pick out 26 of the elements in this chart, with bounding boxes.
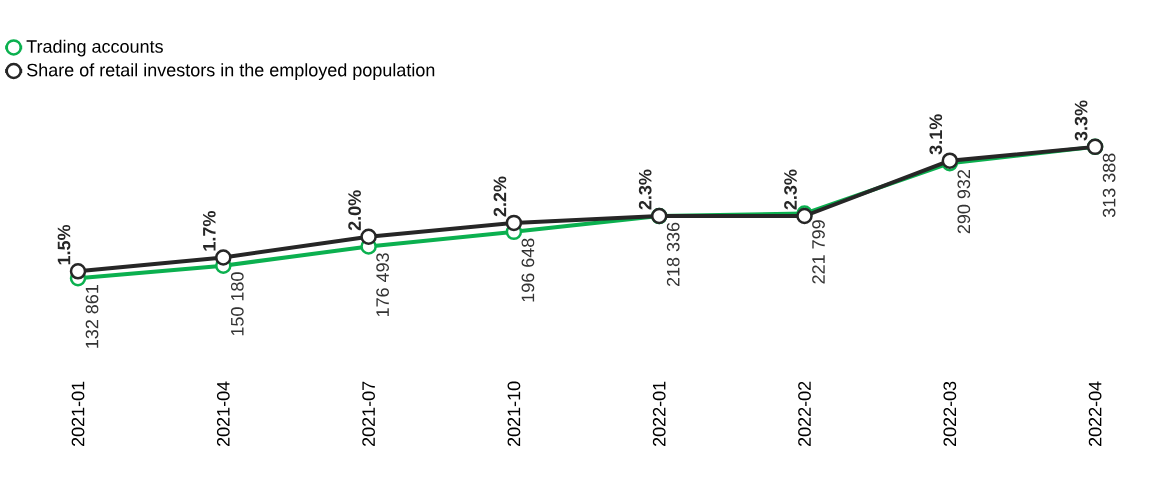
- data-label: 290 932: [957, 170, 971, 234]
- data-label: 196 648: [521, 238, 535, 302]
- data-label: 2.3%: [784, 169, 797, 210]
- data-label: 218 336: [666, 222, 680, 287]
- data-label: 176 493: [376, 253, 389, 317]
- x-tick-label: 2021-04: [216, 381, 230, 447]
- x-tick-label: 2022-04: [1088, 381, 1102, 447]
- x-tick-label: 2022-01: [652, 381, 666, 447]
- data-label: 2.0%: [348, 190, 361, 231]
- data-label: 1.5%: [57, 224, 71, 265]
- legend-label: Trading accounts: [26, 39, 163, 57]
- data-label: 313 388: [1102, 153, 1116, 218]
- data-label: 3.3%: [1074, 100, 1088, 141]
- data-label: 150 180: [230, 272, 244, 336]
- x-tick-label: 2021-01: [71, 381, 85, 447]
- legend-label: Share of retail investors in the employed population: [27, 63, 435, 80]
- x-tick-label: 2022-03: [943, 381, 957, 447]
- data-label: 132 861: [85, 285, 99, 348]
- x-tick-label: 2021-07: [362, 381, 375, 447]
- data-label: 3.1%: [929, 114, 943, 155]
- data-label: 2.3%: [638, 169, 652, 210]
- data-label: 1.7%: [202, 211, 216, 251]
- x-tick-label: 2021-10: [507, 381, 521, 447]
- data-label: 2.2%: [493, 176, 507, 217]
- data-label: 221 799: [812, 220, 825, 284]
- x-tick-label: 2022-02: [798, 381, 811, 447]
